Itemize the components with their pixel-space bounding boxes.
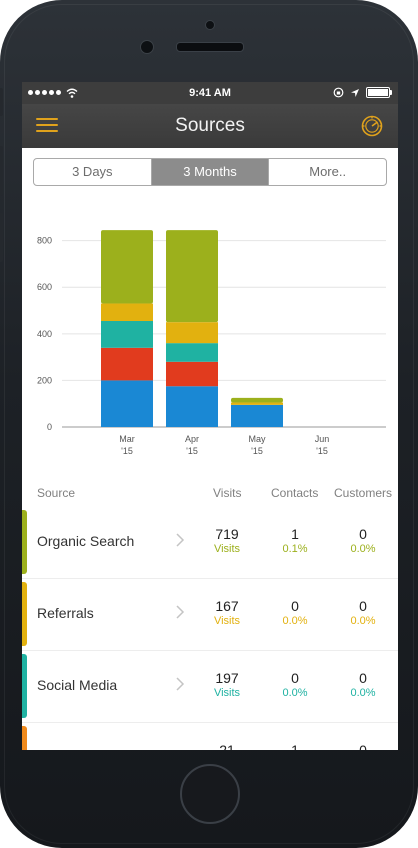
contacts-rate: 0.1% xyxy=(282,543,308,555)
visits-count: 197 xyxy=(215,670,239,686)
contacts-count: 0 xyxy=(291,670,299,686)
chevron-right-icon xyxy=(176,605,185,619)
front-camera xyxy=(140,40,154,54)
y-tick-label: 400 xyxy=(37,329,52,339)
source-name: Referrals xyxy=(37,605,94,621)
visits-count: 719 xyxy=(215,526,239,542)
contacts-rate: 0.0% xyxy=(282,687,308,699)
visits-count: 21 xyxy=(219,742,235,750)
dashboard-gauge-icon[interactable] xyxy=(360,114,384,138)
rotation-lock-icon xyxy=(333,87,344,98)
contacts-count: 1 xyxy=(291,742,299,750)
earpiece-speaker xyxy=(176,42,244,52)
table-header: Source Visits Contacts Customers xyxy=(22,486,398,506)
visits-count: 167 xyxy=(215,598,239,614)
row-divider xyxy=(22,650,398,651)
visits-label: Visits xyxy=(213,543,241,555)
segment-3-days[interactable]: 3 Days xyxy=(34,159,152,185)
source-color-bar xyxy=(22,726,27,750)
source-color-bar xyxy=(22,654,27,718)
header-customers: Customers xyxy=(334,486,393,500)
proximity-sensor xyxy=(205,20,215,30)
x-tick-year-label: '15 xyxy=(251,446,263,456)
mute-switch xyxy=(0,88,3,116)
bar-segment xyxy=(101,321,153,348)
home-button[interactable] xyxy=(180,764,240,824)
x-tick-label: May xyxy=(248,434,266,444)
visits-label: Visits xyxy=(213,687,241,699)
customers-rate: 0.0% xyxy=(350,615,376,627)
x-tick-year-label: '15 xyxy=(316,446,328,456)
header-source: Source xyxy=(37,486,76,500)
source-row[interactable]: Referrals 167 Visits 0 0.0% 0 0.0% xyxy=(22,582,398,646)
visits-label: Visits xyxy=(213,615,241,627)
bar-segment xyxy=(231,404,283,427)
signal-strength-icon xyxy=(28,90,61,95)
customers-rate: 0.0% xyxy=(350,687,376,699)
customers-count: 0 xyxy=(359,526,367,542)
row-divider xyxy=(22,722,398,723)
segment-3-months[interactable]: 3 Months xyxy=(151,159,270,185)
source-name: Organic Search xyxy=(37,533,135,549)
location-icon xyxy=(351,88,359,97)
source-row[interactable]: Organic Search 719 Visits 1 0.1% 0 0.0% xyxy=(22,510,398,574)
x-tick-year-label: '15 xyxy=(186,446,198,456)
customers-count: 0 xyxy=(359,598,367,614)
bar-segment xyxy=(166,322,218,344)
bar-segment xyxy=(231,397,283,403)
contacts-rate: 0.0% xyxy=(282,615,308,627)
bar-segment xyxy=(166,343,218,362)
source-row[interactable]: 21 1 0 xyxy=(22,726,398,750)
source-color-bar xyxy=(22,582,27,646)
status-bar: 9:41 AM xyxy=(22,82,398,104)
y-tick-label: 0 xyxy=(47,422,52,432)
bar-segment xyxy=(101,230,153,304)
nav-bar: Sources xyxy=(22,104,398,148)
bar-segment xyxy=(166,361,218,387)
y-tick-label: 200 xyxy=(37,375,52,385)
source-color-bar xyxy=(22,510,27,574)
volume-down-button xyxy=(0,212,3,262)
battery-icon xyxy=(366,87,392,98)
x-tick-label: Apr xyxy=(185,434,199,444)
app-screen: 9:41 AM Sources xyxy=(22,82,398,750)
bar-segment xyxy=(231,402,283,405)
customers-count: 0 xyxy=(359,670,367,686)
contacts-count: 0 xyxy=(291,598,299,614)
customers-count: 0 xyxy=(359,742,367,750)
x-tick-label: Jun xyxy=(315,434,330,444)
segment-more[interactable]: More.. xyxy=(309,164,347,179)
bar-segment xyxy=(101,380,153,427)
y-tick-label: 600 xyxy=(37,282,52,292)
source-name: Social Media xyxy=(37,677,118,693)
x-tick-year-label: '15 xyxy=(121,446,133,456)
header-visits: Visits xyxy=(213,486,242,500)
header-contacts: Contacts xyxy=(271,486,319,500)
time-range-segmented-control: 3 Days 3 Months More.. xyxy=(33,158,387,186)
customers-rate: 0.0% xyxy=(350,543,376,555)
source-row[interactable]: Social Media 197 Visits 0 0.0% 0 0.0% xyxy=(22,654,398,718)
sources-stacked-bar-chart: 0 200 400 600 800 Mar '15 Apr '15 May '15 Jun '15 xyxy=(37,230,386,456)
bar-segment xyxy=(166,230,218,323)
status-time: 9:41 AM xyxy=(189,87,231,99)
volume-up-button xyxy=(0,146,3,196)
bar-segment xyxy=(101,347,153,381)
y-tick-label: 800 xyxy=(37,236,52,246)
row-divider xyxy=(22,578,398,579)
page-title: Sources xyxy=(175,115,245,136)
wifi-icon xyxy=(66,88,78,98)
x-tick-label: Mar xyxy=(119,434,135,444)
chevron-right-icon xyxy=(176,533,185,547)
menu-icon[interactable] xyxy=(36,118,58,134)
bar-segment xyxy=(166,386,218,427)
contacts-count: 1 xyxy=(291,526,299,542)
chevron-right-icon xyxy=(176,677,185,691)
power-button xyxy=(415,172,418,228)
bar-segment xyxy=(101,303,153,322)
